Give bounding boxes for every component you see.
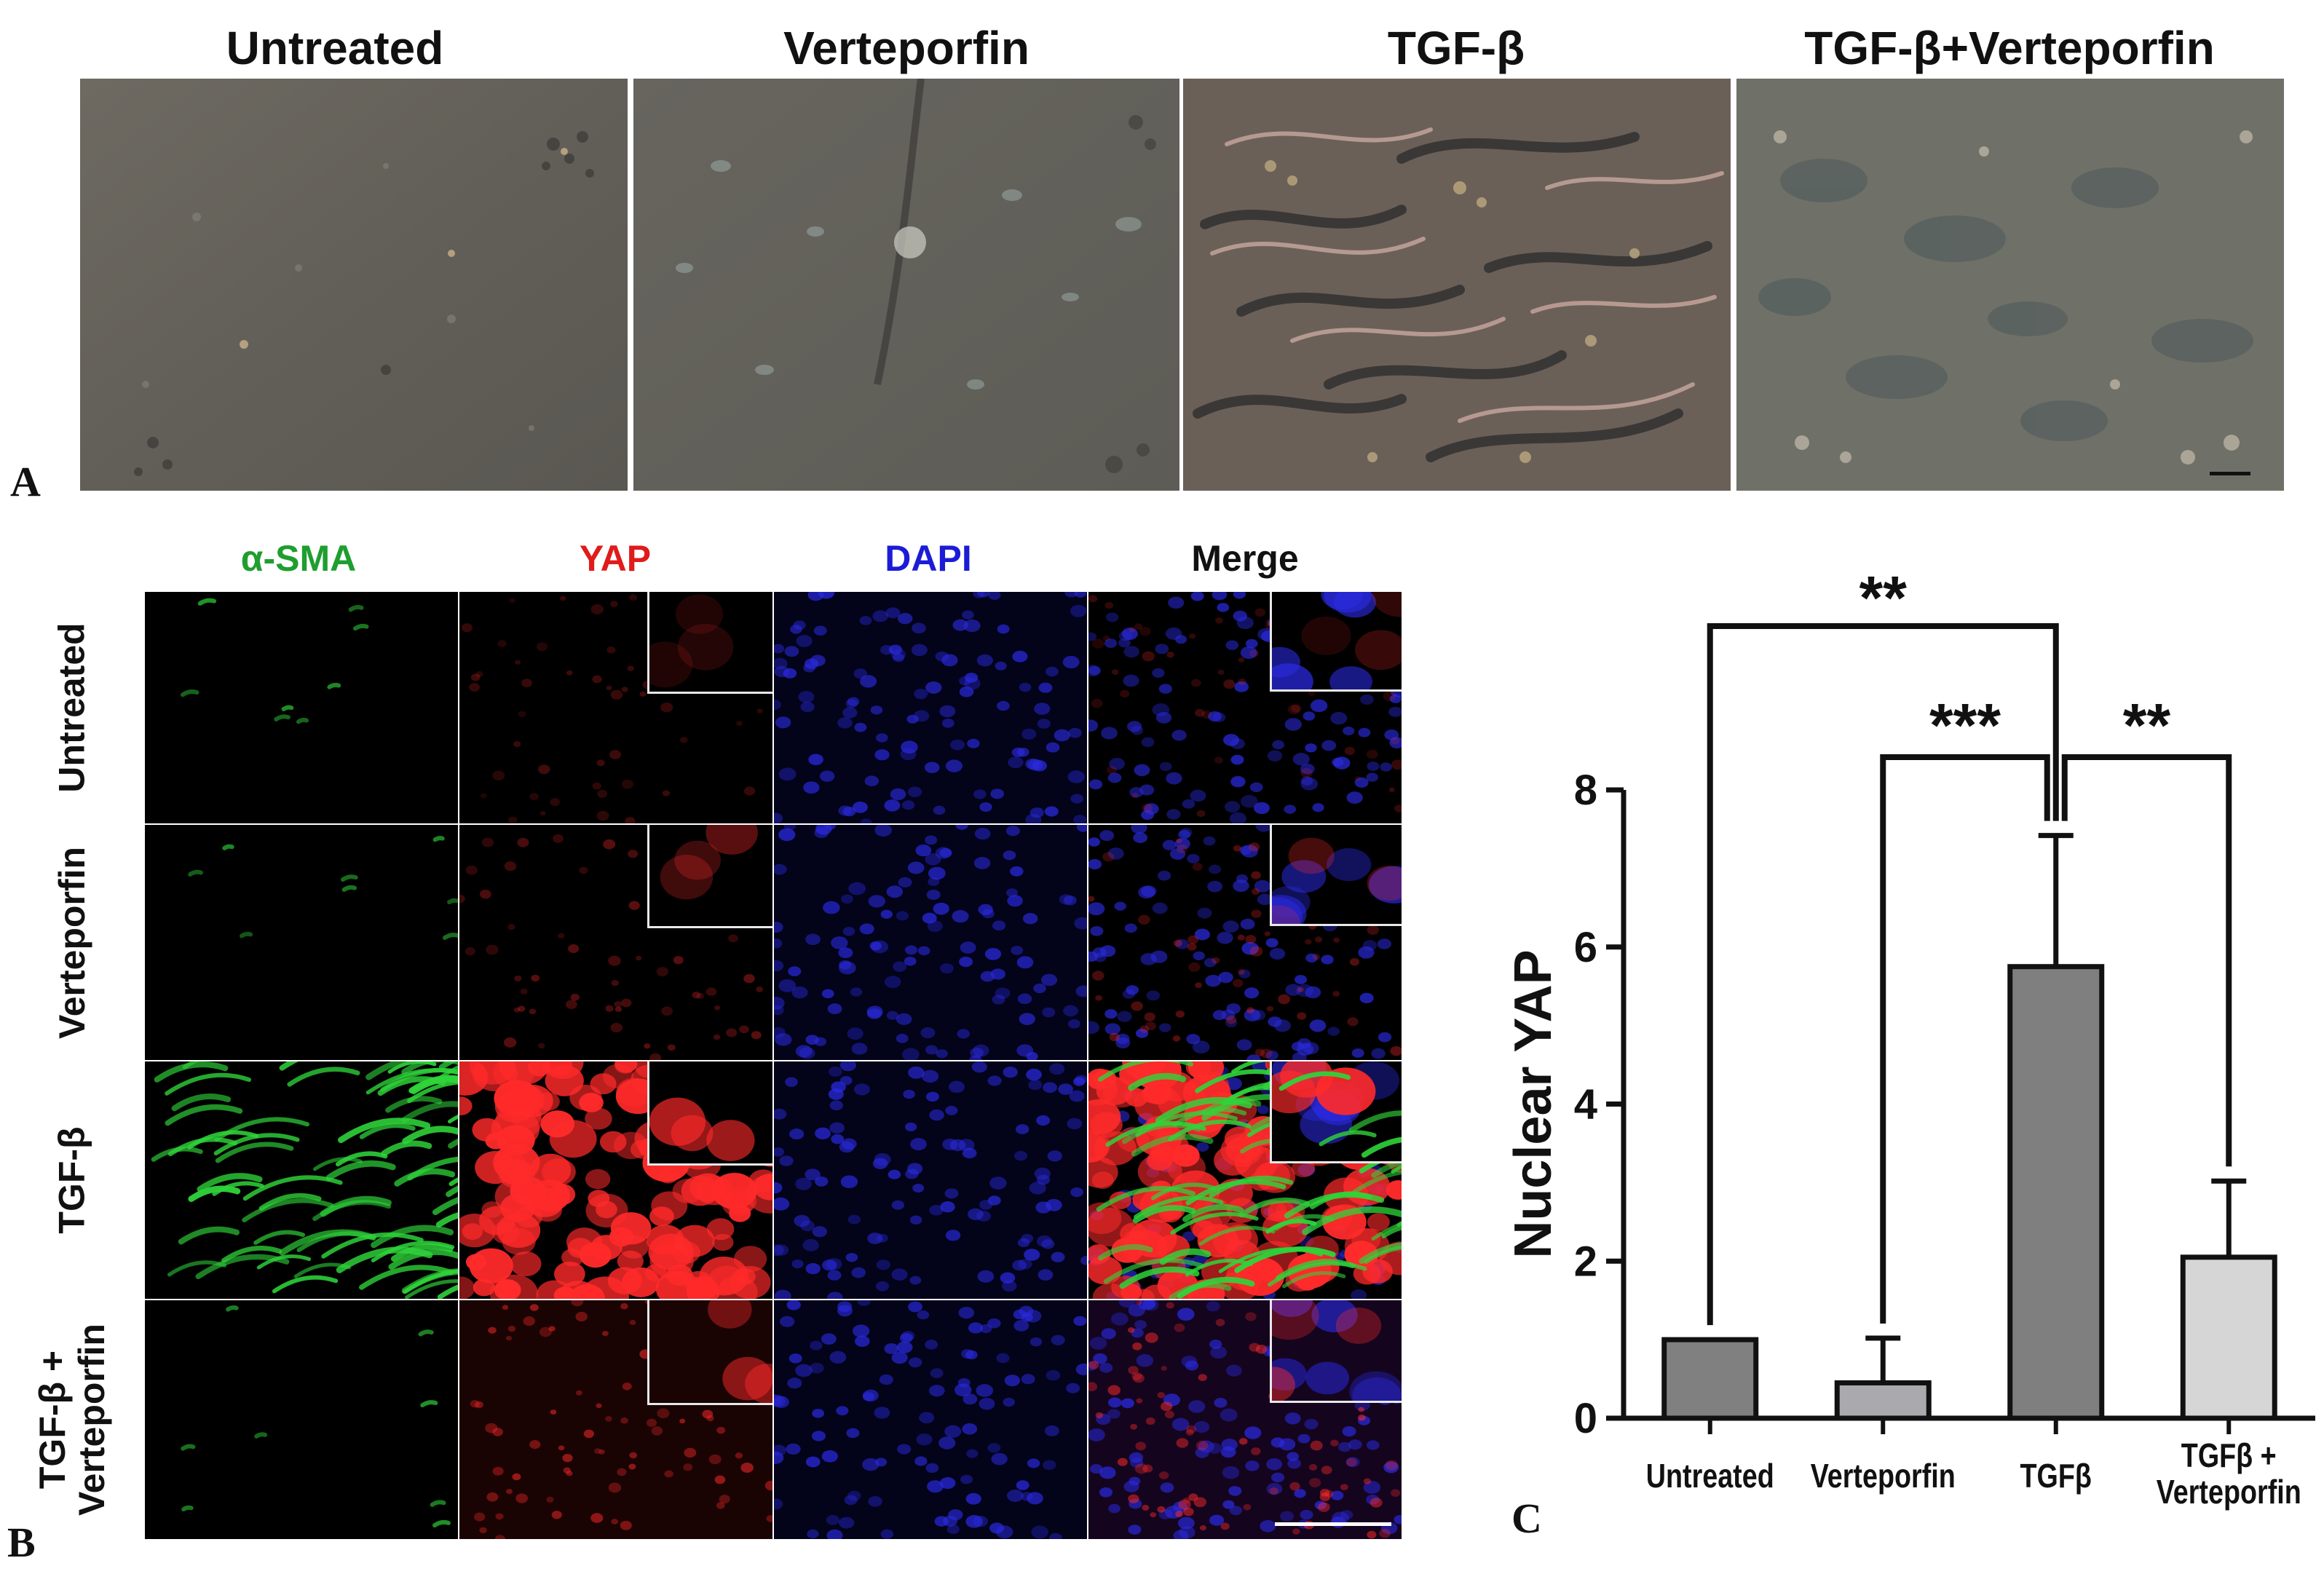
inset-zoom-tgf-beta-verteporfin-yap xyxy=(647,1300,772,1406)
significance-bracket xyxy=(1880,754,2050,1324)
y-tick-label: 6 xyxy=(1574,924,1597,971)
tile-tgf-beta-verteporfin-alpha-sma xyxy=(144,1300,459,1540)
tile-verteporfin-alpha-sma xyxy=(144,824,459,1061)
tile-tgf-beta-yap xyxy=(459,1061,773,1300)
panel-a-title-tgf-beta-verteporfin: TGF-β+Verteporfin xyxy=(1804,22,2215,74)
y-tick-label: 2 xyxy=(1574,1238,1597,1285)
micrograph-verteporfin xyxy=(633,79,1179,491)
tile-verteporfin-dapi xyxy=(773,824,1088,1061)
tile-verteporfin-merge xyxy=(1088,824,1402,1061)
panel-a-title-tgf-beta: TGF-β xyxy=(1387,22,1525,74)
panel-label-b: B xyxy=(7,1519,36,1566)
column-label-yap: YAP xyxy=(579,538,652,579)
column-label-merge: Merge xyxy=(1191,538,1299,579)
significance-bracket xyxy=(1707,623,2059,1326)
tile-tgf-beta-dapi xyxy=(773,1061,1088,1300)
panel-a-title-verteporfin: Verteporfin xyxy=(783,22,1029,74)
tile-tgf-beta-merge xyxy=(1088,1061,1402,1300)
tile-untreated-merge xyxy=(1088,591,1402,824)
panel-label-c: C xyxy=(1511,1495,1542,1542)
bar xyxy=(1661,1337,1759,1421)
bar xyxy=(1834,1380,1932,1421)
column-label-alpha-sma: α-SMA xyxy=(240,538,357,579)
micrograph-tgf-beta-verteporfin xyxy=(1736,79,2284,491)
scale-bar xyxy=(2210,472,2250,475)
micrograph-tgf-beta xyxy=(1183,79,1731,491)
tile-tgf-beta-verteporfin-merge xyxy=(1088,1300,1402,1540)
tile-tgf-beta-verteporfin-dapi xyxy=(773,1300,1088,1540)
tile-tgf-beta-alpha-sma xyxy=(144,1061,459,1300)
panel-a-title-untreated: Untreated xyxy=(226,22,444,74)
row-label-verteporfin: Verteporfin xyxy=(52,846,93,1039)
x-tick-label: Untreated xyxy=(1646,1457,1774,1494)
bar xyxy=(2007,964,2105,1421)
y-tick-label: 4 xyxy=(1574,1081,1597,1128)
x-tick-label: TGFβ + xyxy=(2181,1436,2277,1474)
inset-zoom-untreated-yap xyxy=(647,592,772,694)
column-label-dapi: DAPI xyxy=(885,538,972,579)
row-label-tgf-beta-verteporfin: TGF-β + Verteporfin xyxy=(32,1324,113,1516)
inset-zoom-tgf-beta-merge xyxy=(1270,1061,1402,1164)
y-axis-label: Nuclear YAP xyxy=(1504,949,1562,1258)
panel-label-a: A xyxy=(10,458,41,505)
tile-tgf-beta-verteporfin-yap xyxy=(459,1300,773,1540)
row-label-tgf-beta: TGF-β xyxy=(52,1126,92,1234)
significance-bracket xyxy=(2061,754,2232,1167)
significance-label: *** xyxy=(1929,691,2001,759)
tile-untreated-alpha-sma xyxy=(144,591,459,824)
inset-zoom-tgf-beta-verteporfin-merge xyxy=(1270,1300,1402,1404)
x-tick-label: Verteporfin xyxy=(1811,1457,1956,1494)
bar xyxy=(2180,1254,2277,1421)
inset-zoom-untreated-merge xyxy=(1270,592,1402,692)
inset-zoom-verteporfin-merge xyxy=(1270,825,1402,926)
x-tick-label: Verteporfin xyxy=(2157,1473,2301,1510)
row-label-untreated: Untreated xyxy=(52,622,92,793)
inset-zoom-verteporfin-yap xyxy=(647,825,772,929)
inset-zoom-tgf-beta-yap xyxy=(647,1061,772,1166)
tile-verteporfin-yap xyxy=(459,824,773,1061)
x-tick-label: TGFβ xyxy=(2020,1457,2092,1494)
significance-label: ** xyxy=(2123,691,2171,759)
significance-label: ** xyxy=(1859,563,1908,632)
tile-untreated-dapi xyxy=(773,591,1088,824)
tile-untreated-yap xyxy=(459,591,773,824)
micrograph-untreated xyxy=(80,79,628,491)
y-tick-label: 8 xyxy=(1574,767,1597,814)
scale-bar xyxy=(1275,1522,1391,1526)
y-tick-label: 0 xyxy=(1574,1395,1597,1442)
